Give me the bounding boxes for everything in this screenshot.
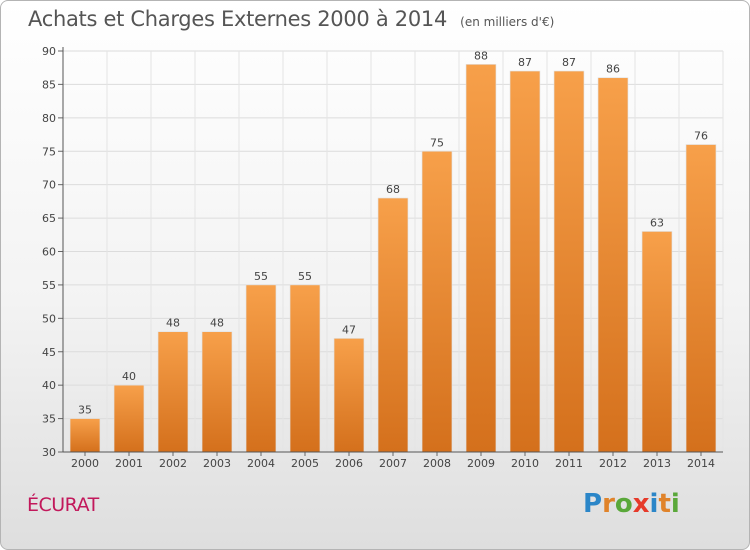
bars-layer — [69, 64, 717, 453]
y-tick-label: 65 — [42, 212, 56, 225]
logo-letter: x — [632, 489, 650, 519]
bar-value-label: 88 — [474, 49, 488, 62]
bar-value-label: 76 — [694, 130, 708, 143]
logo-letter: i — [649, 489, 659, 519]
bar-value-label: 87 — [562, 56, 576, 69]
logo-letter: t — [658, 489, 671, 519]
y-tick-label: 70 — [42, 179, 56, 192]
x-tick-label: 2000 — [71, 457, 99, 470]
x-tick-label: 2011 — [555, 457, 583, 470]
x-tick-label: 2009 — [467, 457, 495, 470]
y-tick-label: 30 — [42, 446, 56, 459]
y-tick-label: 85 — [42, 78, 56, 91]
bar-value-label: 87 — [518, 56, 532, 69]
bar-2004 — [245, 284, 277, 453]
x-tick-label: 2004 — [247, 457, 275, 470]
bar-value-label: 48 — [210, 317, 224, 330]
logo-letter: r — [602, 489, 615, 519]
x-tick-label: 2003 — [203, 457, 231, 470]
bar-2003 — [201, 331, 233, 453]
bar-value-label: 35 — [78, 404, 92, 417]
bar-2009 — [465, 64, 497, 453]
bar-value-label: 40 — [122, 370, 136, 383]
y-tick-label: 90 — [42, 45, 56, 58]
y-tick-label: 35 — [42, 413, 56, 426]
bar-2006 — [333, 338, 365, 453]
x-tick-label: 2010 — [511, 457, 539, 470]
bar-2002 — [157, 331, 189, 453]
chart-title: Achats et Charges Externes 2000 à 2014 — [28, 7, 448, 31]
title-line: Achats et Charges Externes 2000 à 2014 (… — [28, 7, 554, 31]
y-tick-label: 40 — [42, 379, 56, 392]
bar-value-label: 55 — [298, 270, 312, 283]
bar-2001 — [113, 384, 145, 453]
x-tick-label: 2005 — [291, 457, 319, 470]
bar-2014 — [685, 144, 717, 453]
bar-value-label: 68 — [386, 183, 400, 196]
bar-value-label: 47 — [342, 323, 356, 336]
y-tick-label: 75 — [42, 145, 56, 158]
bar-value-label: 75 — [430, 136, 444, 149]
y-tick-label: 80 — [42, 112, 56, 125]
bar-2010 — [509, 70, 541, 453]
bar-value-label: 55 — [254, 270, 268, 283]
logo-letter: o — [614, 489, 633, 519]
place-label: ÉCURAT — [27, 494, 99, 516]
y-tick-label: 60 — [42, 246, 56, 259]
x-tick-label: 2001 — [115, 457, 143, 470]
proxiti-logo: Proxiti — [583, 489, 680, 519]
bar-2007 — [377, 197, 409, 453]
x-tick-label: 2008 — [423, 457, 451, 470]
x-tick-label: 2013 — [643, 457, 671, 470]
axis-layer: 30 35 40 45 50 55 60 65 70 75 80 85 90 2000 2001 2002 20… — [42, 45, 723, 470]
bar-2005 — [289, 284, 321, 453]
x-tick-label: 2012 — [599, 457, 627, 470]
bar-value-label: 86 — [606, 63, 620, 76]
labels-layer: 35 40 48 48 55 55 47 68 75 88 87 87 86 63 76 — [78, 49, 708, 416]
logo-letter: P — [583, 489, 603, 519]
bar-2000 — [69, 418, 101, 453]
bar-2008 — [421, 150, 453, 453]
x-tick-label: 2006 — [335, 457, 363, 470]
x-tick-label: 2014 — [687, 457, 715, 470]
chart-unit: (en milliers d'€) — [460, 15, 555, 29]
bar-value-label: 63 — [650, 216, 664, 229]
bar-value-label: 48 — [166, 317, 180, 330]
bar-2012 — [597, 77, 629, 453]
bar-2013 — [641, 231, 673, 453]
y-tick-label: 55 — [42, 279, 56, 292]
y-tick-label: 50 — [42, 312, 56, 325]
y-tick-label: 45 — [42, 346, 56, 359]
x-tick-label: 2007 — [379, 457, 407, 470]
x-tick-label: 2002 — [159, 457, 187, 470]
logo-letter: i — [670, 489, 680, 519]
bar-2011 — [553, 70, 585, 453]
